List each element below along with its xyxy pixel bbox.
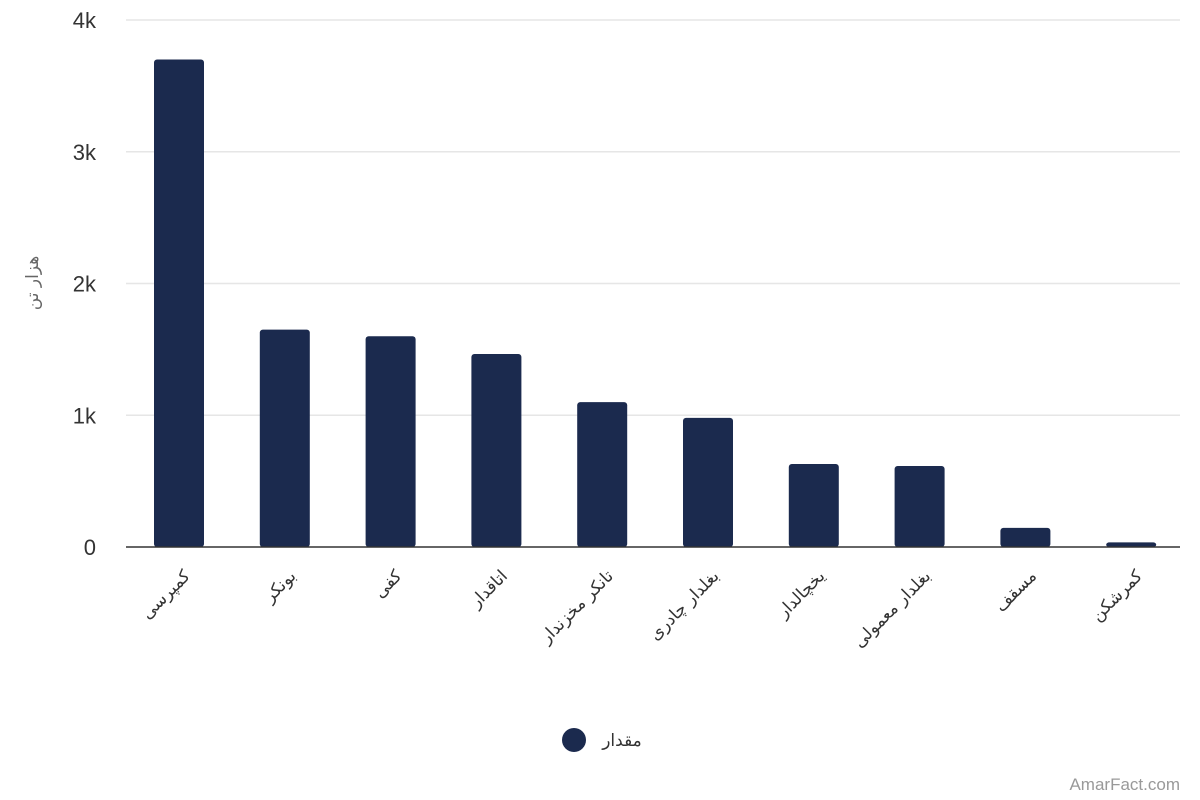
- legend[interactable]: مقدار: [562, 728, 642, 752]
- x-tick-label: بغلدار چادری: [645, 566, 723, 644]
- y-tick-label: 1k: [73, 403, 97, 428]
- x-tick-label: یخچالدار: [773, 566, 830, 623]
- bar[interactable]: [788, 463, 839, 547]
- x-tick-label: مسقف: [991, 566, 1041, 616]
- x-tick-label: کفی: [370, 566, 407, 603]
- gridlines: [126, 19, 1180, 416]
- x-tick-label: تانکر مخزندار: [536, 566, 618, 648]
- x-tick-label: کمپرسی: [137, 566, 195, 624]
- legend-label[interactable]: مقدار: [601, 731, 642, 751]
- y-tick-label: 0: [84, 535, 96, 560]
- bar[interactable]: [1106, 542, 1157, 547]
- y-tick-label: 3k: [73, 140, 97, 165]
- x-tick-label: بونکر: [259, 566, 300, 607]
- bar[interactable]: [471, 353, 522, 547]
- x-tick-label: کمرشکن: [1087, 566, 1147, 626]
- x-axis-labels: کمپرسی بونکر کفی اتاقدار تانکر مخزندار بغلدار…: [137, 566, 1147, 652]
- bar[interactable]: [894, 465, 945, 547]
- x-tick-label: بغلدار معمولی: [850, 566, 936, 652]
- bar[interactable]: [683, 417, 733, 547]
- y-tick-label: 4k: [73, 8, 97, 33]
- bar[interactable]: [154, 59, 204, 548]
- bar[interactable]: [365, 336, 416, 547]
- y-axis-ticks: 0 1k 2k 3k 4k: [73, 8, 97, 560]
- x-tick-label: اتاقدار: [466, 566, 512, 612]
- bar[interactable]: [259, 329, 310, 547]
- bar[interactable]: [577, 402, 628, 547]
- bar[interactable]: [1000, 527, 1051, 547]
- y-axis-title: هزار تن: [23, 256, 43, 310]
- legend-swatch[interactable]: [562, 728, 586, 752]
- y-tick-label: 2k: [73, 272, 97, 297]
- bars: [154, 59, 1157, 548]
- credit-text[interactable]: AmarFact.com: [1069, 775, 1180, 794]
